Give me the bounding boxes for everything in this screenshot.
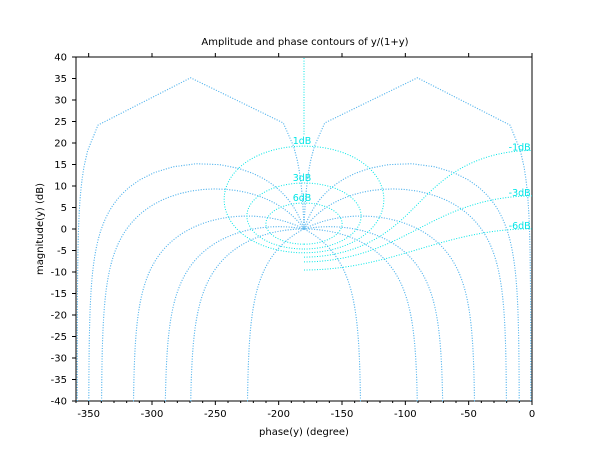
phase-contour [247,228,305,402]
y-tick-label: -25 [51,332,67,343]
plot-area: 1dB 3dB 6dB -1dB -3dB -6dB [75,56,533,402]
phase-contour [88,163,305,402]
contour-label: 6dB [293,193,312,204]
contour-label: -3dB [509,188,531,199]
phase-contour [303,163,520,402]
phase-contour [132,215,305,402]
contour-label: 3dB [293,173,312,184]
y-tick-label: -40 [51,397,67,408]
phase-contour [303,228,361,402]
phase-contour [303,215,476,402]
y-tick-label: 30 [54,96,67,107]
magnitude-contour [223,145,385,254]
phase-contour [164,226,305,402]
y-tick-label: 35 [54,74,67,85]
y-tick-label: 10 [54,182,67,193]
phase-contour [303,163,520,402]
x-tick-label: -200 [267,409,290,420]
magnitude-contour [246,182,362,250]
contour-label: -6dB [509,221,531,232]
phase-contour [303,215,476,402]
contour-label: 1dB [293,136,312,147]
phase-contour [190,228,304,402]
y-tick-label: 15 [54,160,67,171]
phase-contour [303,77,532,401]
phase-contours [76,77,532,402]
phase-contour [190,228,304,402]
phase-contour [164,226,305,402]
y-tick-label: -20 [51,311,67,322]
phase-contour [303,228,361,402]
y-tick-label: -10 [51,268,67,279]
y-tick-label: 40 [54,53,67,64]
y-tick-label: -30 [51,354,67,365]
phase-contour [303,226,444,402]
x-axis-label: phase(y) (degree) [259,427,349,438]
phase-contour [303,77,532,401]
y-tick-label: -5 [57,246,67,257]
phase-contour [76,77,305,401]
y-tick-label: -15 [51,289,67,300]
y-tick-label: 0 [61,225,67,236]
phase-contour [132,215,305,402]
x-tick-label: -300 [141,409,164,420]
phase-contour [303,226,444,402]
y-tick-label: 25 [54,117,67,128]
x-tick-label: -350 [77,409,100,420]
contour-labels: 1dB 3dB 6dB -1dB -3dB -6dB [293,136,531,232]
y-axis-label: magnitude(y) (dB) [35,183,46,275]
phase-contour [76,77,305,401]
x-tick-label: -100 [394,409,417,420]
phase-contour [88,163,305,402]
phase-contour [247,228,305,402]
magnitude-contour [304,195,533,263]
y-tick-label: -35 [51,375,67,386]
phase-contour [304,228,418,402]
magnitude-contour [265,202,343,245]
contour-label: -1dB [509,142,531,153]
chart-title: Amplitude and phase contours of y/(1+y) [201,37,408,48]
magnitude-contours [223,57,533,271]
x-axis: -350 -300 -250 -200 -150 -100 -50 0 [75,53,535,420]
x-tick-label: -250 [204,409,227,420]
x-tick-label: -150 [331,409,354,420]
phase-contour [304,228,418,402]
x-tick-label: -50 [460,409,476,420]
y-axis: -40 -35 -30 -25 -20 -15 -10 -5 0 5 10 15 20 25 30 35 40 [51,53,76,408]
y-tick-label: 5 [61,203,67,214]
x-tick-label: 0 [529,409,535,420]
magnitude-contour [304,228,532,271]
magnitude-contour [304,149,533,258]
y-tick-label: 20 [54,139,67,150]
